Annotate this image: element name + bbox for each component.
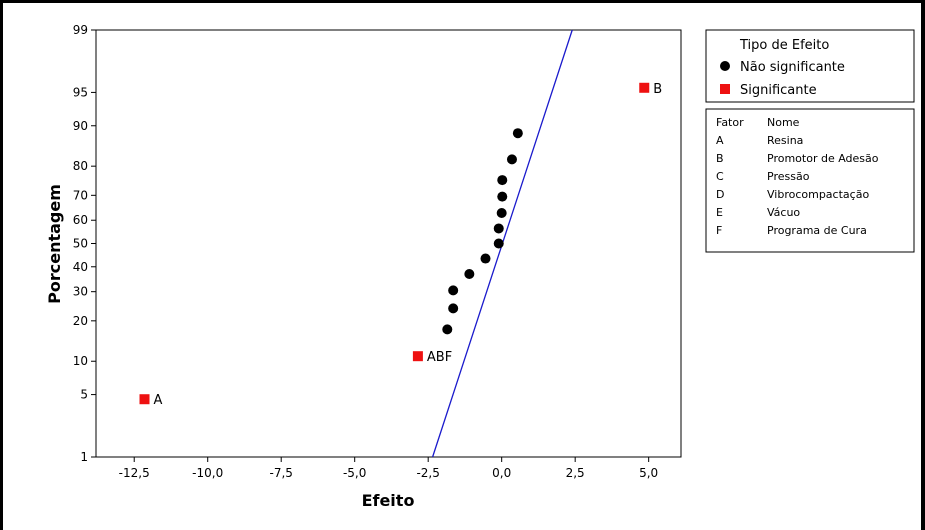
y-axis-title: Porcentagem <box>45 184 64 304</box>
x-tick-label: -7,5 <box>269 466 292 480</box>
y-tick-label: 40 <box>73 260 88 274</box>
x-tick-label: -12,5 <box>119 466 150 480</box>
y-tick-label: 1 <box>80 450 88 464</box>
data-point-label: A <box>154 393 163 408</box>
data-point-not-significant <box>442 324 453 335</box>
data-point-not-significant <box>480 253 491 264</box>
legend-label-significant: Significante <box>740 83 817 98</box>
y-tick-label: 30 <box>73 285 88 299</box>
data-point-not-significant <box>493 223 504 234</box>
x-tick-label: -10,0 <box>192 466 223 480</box>
y-tick-label: 50 <box>73 237 88 251</box>
data-point-not-significant <box>497 175 508 186</box>
y-tick-label: 5 <box>80 388 88 402</box>
factor-row-code: D <box>716 188 724 201</box>
factor-row-code: C <box>716 170 724 183</box>
factor-header-nome: Nome <box>767 116 800 129</box>
y-tick-label: 10 <box>73 354 88 368</box>
factor-row-code: E <box>716 206 723 219</box>
x-axis-title: Efeito <box>362 491 415 510</box>
data-point-not-significant <box>493 238 504 249</box>
data-point-not-significant <box>448 285 459 296</box>
factor-table: Fator Nome A Resina B Promotor de Adesão C Pr… <box>705 108 915 253</box>
data-point-not-significant <box>512 128 523 139</box>
legend-title: Tipo de Efeito <box>739 38 829 53</box>
factor-row-name: Vácuo <box>767 206 800 219</box>
factor-row-name: Vibrocompactação <box>767 188 869 201</box>
plot-area <box>95 29 682 458</box>
x-tick-label: -5,0 <box>343 466 366 480</box>
factor-row-code: A <box>716 134 724 147</box>
data-point-significant <box>412 351 423 362</box>
y-tick-label: 70 <box>73 188 88 202</box>
factor-row-code: F <box>716 224 722 237</box>
factor-header-fator: Fator <box>716 116 744 129</box>
factor-row-name: Promotor de Adesão <box>767 152 879 165</box>
factor-row-name: Programa de Cura <box>767 224 867 237</box>
y-tick-label: 60 <box>73 213 88 227</box>
x-tick-label: -2,5 <box>416 466 439 480</box>
y-tick-label: 80 <box>73 159 88 173</box>
data-point-label: B <box>653 82 662 97</box>
data-point-not-significant <box>496 208 507 219</box>
data-point-not-significant <box>497 191 508 202</box>
x-tick-label: 2,5 <box>566 466 585 480</box>
factor-row-code: B <box>716 152 724 165</box>
x-tick-label: 0,0 <box>492 466 511 480</box>
factor-row-name: Resina <box>767 134 803 147</box>
x-tick-label: 5,0 <box>639 466 658 480</box>
factor-table-box <box>705 108 915 253</box>
y-tick-label: 95 <box>73 85 88 99</box>
legend-marker-not-significant <box>720 61 730 71</box>
data-point-significant <box>639 82 650 93</box>
factor-row-name: Pressão <box>767 170 810 183</box>
data-point-not-significant <box>506 154 517 165</box>
data-point-label: ABF <box>427 350 452 365</box>
y-tick-label: 20 <box>73 314 88 328</box>
legend-marker-significant <box>720 84 730 94</box>
data-point-not-significant <box>448 303 459 314</box>
data-point-significant <box>139 394 150 405</box>
legend-label-not-significant: Não significante <box>740 60 845 75</box>
data-point-not-significant <box>464 268 475 279</box>
y-tick-label: 99 <box>73 23 88 37</box>
legend-box <box>705 29 915 103</box>
y-tick-label: 90 <box>73 119 88 133</box>
legend: Tipo de Efeito Não significante Signific… <box>705 29 915 103</box>
